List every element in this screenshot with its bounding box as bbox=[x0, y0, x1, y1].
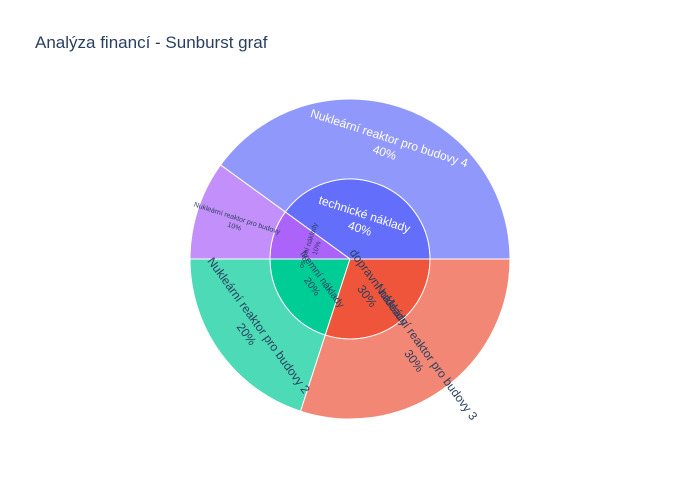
sunburst-chart: technické náklady40%osobní náklady10%fir… bbox=[0, 0, 700, 500]
